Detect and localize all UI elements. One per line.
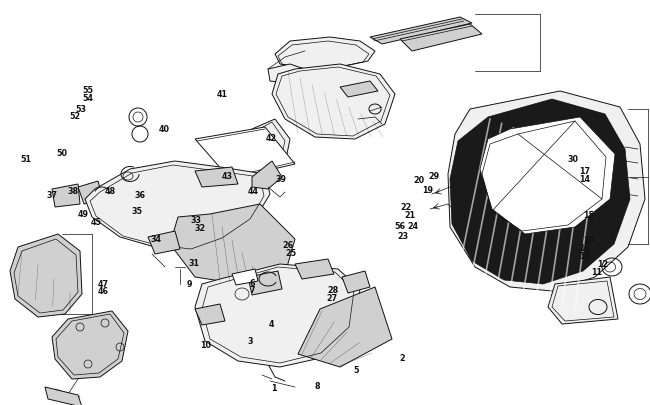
Text: 15: 15: [583, 210, 593, 219]
Text: 45: 45: [91, 217, 101, 226]
Polygon shape: [232, 269, 258, 285]
Text: 55: 55: [83, 85, 93, 94]
Text: 47: 47: [98, 279, 108, 288]
Text: 29: 29: [428, 172, 440, 181]
Text: 8: 8: [315, 381, 320, 390]
Text: 18: 18: [582, 235, 594, 244]
Text: 3: 3: [248, 336, 253, 345]
Text: 32: 32: [194, 223, 206, 232]
Text: 21: 21: [404, 210, 415, 219]
Text: 7: 7: [250, 285, 255, 294]
Polygon shape: [448, 92, 645, 291]
Polygon shape: [400, 25, 482, 52]
Polygon shape: [148, 231, 180, 254]
Text: 27: 27: [326, 293, 337, 302]
Text: 26: 26: [282, 241, 294, 249]
Polygon shape: [480, 118, 615, 234]
Text: 46: 46: [98, 286, 108, 295]
Polygon shape: [85, 162, 270, 252]
Text: 35: 35: [131, 207, 142, 216]
Text: 24: 24: [407, 222, 419, 230]
Text: 4: 4: [269, 320, 274, 328]
Text: 2: 2: [399, 353, 404, 362]
Polygon shape: [268, 65, 310, 85]
Text: 16: 16: [580, 243, 590, 252]
Text: 33: 33: [191, 215, 202, 224]
Text: 51: 51: [21, 154, 31, 163]
Text: 53: 53: [76, 105, 86, 114]
Text: 19: 19: [422, 185, 433, 194]
Text: 54: 54: [83, 94, 93, 102]
Polygon shape: [295, 259, 334, 279]
Text: 11: 11: [592, 268, 602, 277]
Text: 14: 14: [580, 175, 590, 183]
Polygon shape: [342, 271, 370, 293]
Polygon shape: [450, 100, 630, 284]
Polygon shape: [275, 38, 375, 70]
Polygon shape: [45, 387, 82, 405]
Text: 5: 5: [354, 365, 359, 374]
Text: 20: 20: [413, 176, 425, 185]
Text: 25: 25: [285, 249, 297, 258]
Text: 28: 28: [327, 285, 339, 294]
Text: 10: 10: [200, 341, 211, 350]
Text: 17: 17: [580, 166, 590, 175]
Text: 23: 23: [397, 231, 409, 240]
Text: 56: 56: [395, 222, 405, 230]
Polygon shape: [248, 271, 282, 295]
Text: 12: 12: [597, 260, 609, 269]
Text: 37: 37: [47, 191, 57, 200]
Text: 48: 48: [105, 187, 116, 196]
Polygon shape: [195, 264, 360, 367]
Text: 40: 40: [159, 124, 169, 133]
Text: 43: 43: [222, 172, 233, 181]
Polygon shape: [52, 185, 80, 207]
Polygon shape: [548, 277, 618, 324]
Polygon shape: [370, 18, 472, 45]
Text: 34: 34: [151, 234, 161, 243]
Polygon shape: [78, 181, 103, 205]
Polygon shape: [195, 304, 225, 325]
Polygon shape: [195, 168, 238, 188]
Text: 9: 9: [187, 279, 192, 288]
Text: 50: 50: [57, 149, 67, 158]
Polygon shape: [195, 128, 295, 179]
Polygon shape: [298, 287, 392, 367]
Text: 36: 36: [135, 191, 145, 200]
Text: 52: 52: [69, 112, 81, 121]
Polygon shape: [252, 162, 282, 190]
Text: 38: 38: [67, 187, 79, 196]
Polygon shape: [52, 311, 128, 379]
Text: 49: 49: [78, 209, 88, 218]
Text: 44: 44: [248, 187, 259, 196]
Text: 6: 6: [250, 278, 255, 287]
Text: 42: 42: [266, 134, 278, 143]
Text: 13: 13: [580, 252, 590, 260]
Polygon shape: [170, 205, 295, 284]
Text: 30: 30: [568, 154, 578, 163]
Polygon shape: [10, 234, 82, 317]
Text: 1: 1: [272, 383, 277, 392]
Text: 31: 31: [188, 258, 199, 267]
Text: 41: 41: [217, 90, 228, 98]
Polygon shape: [272, 65, 395, 140]
Polygon shape: [248, 120, 290, 170]
Text: 22: 22: [400, 202, 412, 211]
Polygon shape: [340, 82, 378, 98]
Text: 39: 39: [276, 175, 286, 183]
